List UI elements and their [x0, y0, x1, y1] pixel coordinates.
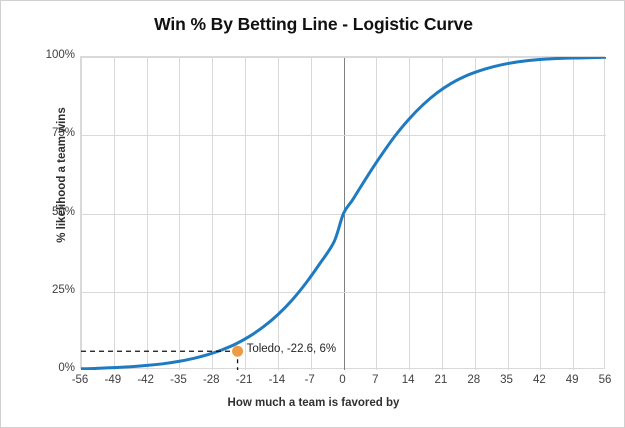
x-tick-label: 7 — [372, 374, 379, 386]
x-tick-label: 14 — [401, 374, 415, 386]
x-tick-label: 28 — [467, 374, 481, 386]
x-tick-label: -42 — [137, 374, 154, 386]
y-axis-title: % likelihood a team wins — [56, 107, 68, 243]
x-tick-label: 35 — [500, 374, 513, 386]
x-tick-label: -49 — [104, 374, 122, 386]
y-axis-tick-labels: % likelihood a team wins 0% 25% 50% 75% 100% — [29, 1, 75, 427]
annotation-guides — [81, 345, 244, 370]
x-tick-label: -35 — [170, 374, 187, 386]
y-tick-label: 50% — [51, 205, 75, 218]
logistic-curve-series — [81, 57, 606, 370]
x-tick-label: -14 — [268, 374, 286, 386]
x-axis-tick-labels: -56 -49 -42 -35 -28 -21 -14 -7 0 7 14 21 28 35 42 49 56 — [72, 374, 612, 393]
plot-area — [80, 56, 606, 370]
y-tick-label: 0% — [58, 362, 75, 374]
x-tick-label: 42 — [532, 374, 546, 386]
x-tick-label: 21 — [434, 374, 448, 386]
y-tick-label: 100% — [45, 49, 75, 61]
x-tick-label: 56 — [598, 374, 612, 386]
x-tick-label: 0 — [339, 374, 346, 386]
y-tick-label: 75% — [51, 127, 75, 140]
x-tick-label: 49 — [565, 374, 579, 386]
y-tick-label: 25% — [51, 283, 75, 296]
x-axis-title: How much a team is favored by — [227, 397, 400, 409]
x-tick-label: -21 — [235, 374, 253, 386]
chart-title: Win % By Betting Line - Logistic Curve — [154, 14, 473, 34]
x-tick-label: -7 — [304, 374, 315, 386]
x-tick-label: -28 — [202, 374, 220, 386]
data-point-label: Toledo, -22.6, 6% — [246, 343, 337, 356]
x-tick-label: -56 — [71, 374, 89, 386]
